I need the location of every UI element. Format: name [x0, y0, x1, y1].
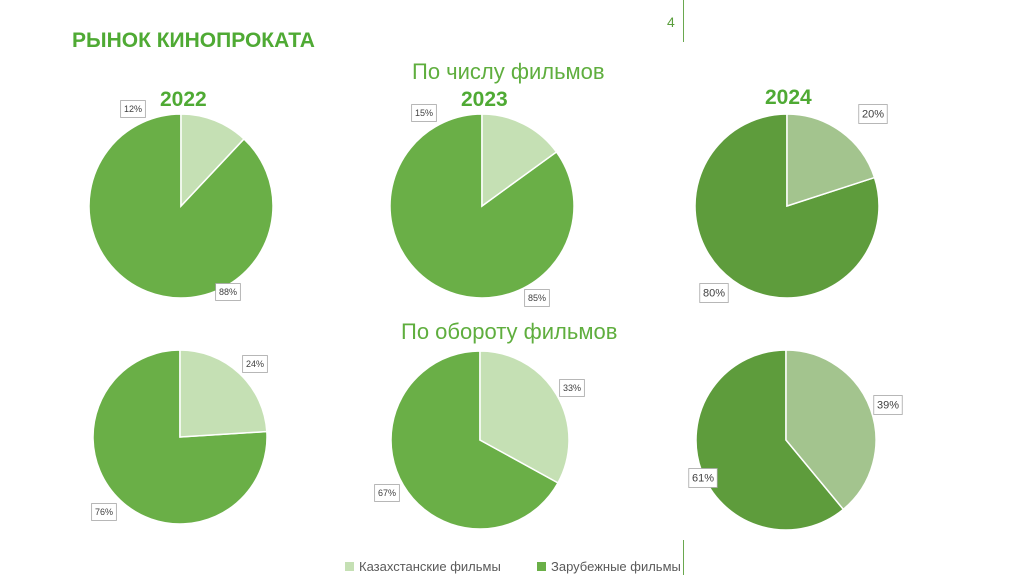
data-label-foreign-count-2023: 85% [524, 289, 550, 307]
data-label-kazakh-turnover-2022: 24% [242, 355, 268, 373]
svg-text:39%: 39% [877, 399, 899, 411]
year-label-2023: 2023 [461, 88, 508, 111]
data-label-foreign-turnover-2023: 67% [374, 484, 400, 502]
svg-text:85%: 85% [528, 293, 546, 303]
data-label-kazakh-turnover-2023: 33% [559, 379, 585, 397]
section-title-turnover: По обороту фильмов [401, 319, 618, 344]
page-number: 4 [667, 14, 675, 30]
svg-text:15%: 15% [415, 108, 433, 118]
legend-label-foreign: Зарубежные фильмы [551, 558, 681, 574]
legend-swatch-kazakh [345, 561, 354, 571]
data-label-foreign-count-2022: 88% [215, 283, 241, 301]
data-label-kazakh-turnover-2024: 39% [873, 395, 903, 415]
year-label-2022: 2022 [160, 88, 207, 111]
pie-slice-kazakh-turnover-2022 [179, 349, 268, 438]
data-label-foreign-turnover-2024: 61% [688, 468, 718, 488]
svg-text:12%: 12% [124, 104, 142, 114]
pie-slice-kazakh-turnover-2024 [785, 349, 877, 511]
svg-text:20%: 20% [862, 108, 884, 120]
pie-slice-kazakh-count-2023 [481, 113, 558, 208]
svg-text:76%: 76% [95, 507, 113, 517]
pie-slice-kazakh-count-2024 [786, 113, 876, 208]
pie-slice-kazakh-count-2022 [180, 113, 246, 208]
data-label-foreign-count-2024: 80% [699, 283, 729, 303]
pie-slice-kazakh-turnover-2023 [479, 350, 570, 484]
data-label-kazakh-count-2024: 20% [858, 104, 888, 124]
svg-text:33%: 33% [563, 383, 581, 393]
svg-text:61%: 61% [692, 472, 714, 484]
svg-text:67%: 67% [378, 488, 396, 498]
legend-item-foreign: Зарубежные фильмы [537, 556, 681, 576]
svg-text:88%: 88% [219, 287, 237, 297]
legend-item-kazakh: Казахстанские фильмы [345, 556, 501, 576]
data-label-kazakh-count-2022: 12% [120, 100, 146, 118]
slide-title: РЫНОК КИНОПРОКАТА [72, 29, 315, 52]
data-label-foreign-turnover-2022: 76% [91, 503, 117, 521]
top-divider-line [683, 0, 684, 42]
year-label-2024: 2024 [765, 86, 812, 109]
bottom-divider-line [683, 540, 684, 575]
data-label-kazakh-count-2023: 15% [411, 104, 437, 122]
pie-slice-foreign-turnover-2023 [390, 350, 560, 530]
legend-swatch-foreign [537, 561, 546, 571]
svg-text:80%: 80% [703, 287, 725, 299]
section-title-count: По числу фильмов [412, 59, 605, 84]
legend-label-kazakh: Казахстанские фильмы [359, 558, 501, 574]
svg-text:24%: 24% [246, 359, 264, 369]
